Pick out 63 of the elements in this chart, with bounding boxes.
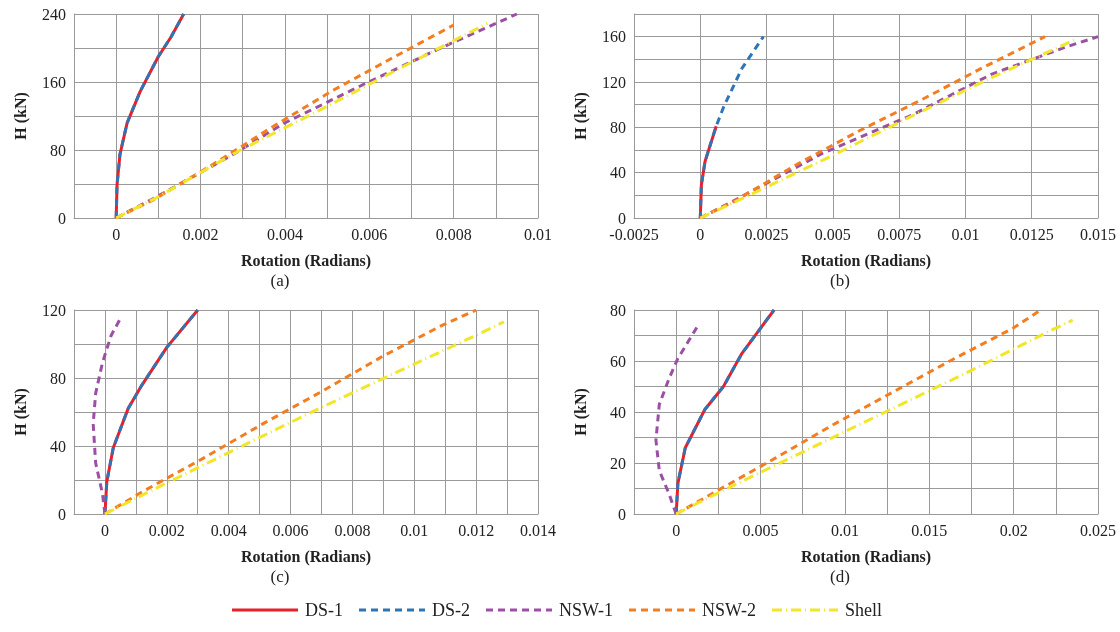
legend-label: DS-2 [431,599,470,621]
x-tick-label: 0.0125 [1009,225,1054,243]
x-tick-label: 0.004 [210,521,247,539]
y-tick-label: 20 [610,454,626,472]
text: (c) [270,567,290,586]
x-tick-label: 0.01 [830,521,859,539]
y-tick-label: 60 [610,352,626,370]
x-tick-label: 0.015 [911,521,948,539]
x-tick-label: 0 [100,521,109,539]
y-tick-label: 40 [50,437,66,455]
y-tick-label: 120 [42,301,66,319]
x-axis-title: Rotation (Radians) [800,251,932,270]
x-tick-label: 0.025 [1080,521,1116,539]
x-tick-label: 0.002 [148,521,185,539]
x-tick-label: -0.0025 [609,225,659,243]
x-axis-title: Rotation (Radians) [240,251,372,270]
x-tick-label: 0.0075 [877,225,922,243]
y-axis-title: H (kN) [11,388,30,436]
legend-label: DS-1 [304,599,343,621]
legend-label: NSW-1 [559,599,613,621]
x-tick-label: 0.015 [1080,225,1116,243]
x-tick-label: 0.005 [742,521,779,539]
y-tick-label: 40 [610,164,626,182]
x-axis-title: Rotation (Radians) [240,547,372,566]
x-tick-label: 0.02 [999,521,1028,539]
x-tick-label: 0.01 [524,225,552,243]
y-axis-title: H (kN) [11,92,30,140]
x-tick-label: 0.01 [951,225,980,243]
y-tick-label: 0 [58,209,66,227]
x-tick-label: 0.012 [458,521,495,539]
y-tick-label: 0 [618,209,626,227]
x-tick-label: 0.0025 [744,225,789,243]
x-tick-label: 0.002 [182,225,219,243]
text: (d) [830,567,850,586]
y-tick-label: 0 [58,505,66,523]
x-tick-label: 0.01 [400,521,429,539]
text: (b) [830,271,850,290]
x-tick-label: 0.006 [272,521,309,539]
y-tick-label: 80 [610,301,626,319]
y-tick-label: 80 [50,369,66,387]
y-axis-title: H (kN) [571,388,590,436]
y-tick-label: 40 [610,403,626,421]
text: (a) [270,271,290,290]
x-tick-label: 0.008 [334,521,371,539]
x-tick-label: 0.006 [351,225,388,243]
x-tick-label: 0.014 [520,521,556,539]
x-tick-label: 0 [112,225,121,243]
y-tick-label: 160 [42,73,66,91]
x-tick-label: 0.004 [266,225,303,243]
y-tick-label: 240 [42,5,66,23]
y-tick-label: 80 [610,118,626,136]
x-tick-label: 0 [672,521,681,539]
y-axis-title: H (kN) [571,92,590,140]
x-tick-label: 0.008 [435,225,472,243]
x-tick-label: 0 [696,225,705,243]
y-tick-label: 0 [618,505,626,523]
x-tick-label: 0.005 [814,225,851,243]
y-tick-label: 80 [50,141,66,159]
legend-label: NSW-2 [702,599,756,621]
x-axis-title: Rotation (Radians) [800,547,932,566]
y-tick-label: 160 [602,28,626,46]
legend-label: Shell [845,599,883,621]
y-tick-label: 120 [602,73,626,91]
